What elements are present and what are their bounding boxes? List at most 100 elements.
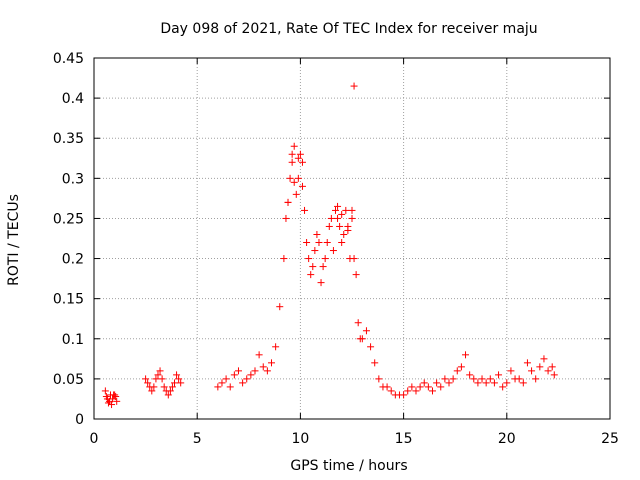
data-point bbox=[315, 239, 323, 247]
data-point bbox=[348, 214, 356, 222]
data-point bbox=[311, 247, 319, 255]
data-point bbox=[150, 383, 158, 391]
x-tick-label: 20 bbox=[498, 431, 516, 447]
data-point bbox=[288, 158, 296, 166]
data-point bbox=[154, 371, 162, 379]
data-point bbox=[354, 319, 362, 327]
data-point bbox=[515, 375, 523, 383]
data-point bbox=[540, 355, 548, 363]
data-point bbox=[280, 255, 288, 263]
data-point bbox=[305, 255, 313, 263]
data-point bbox=[340, 230, 348, 238]
data-point bbox=[338, 210, 346, 218]
data-point bbox=[466, 371, 474, 379]
data-point bbox=[298, 182, 306, 190]
data-point bbox=[507, 367, 515, 375]
data-point bbox=[218, 379, 226, 387]
data-point bbox=[536, 363, 544, 371]
data-point bbox=[334, 214, 342, 222]
data-point bbox=[113, 397, 121, 405]
data-point bbox=[550, 371, 558, 379]
data-point bbox=[348, 206, 356, 214]
data-point bbox=[292, 190, 300, 198]
data-point bbox=[112, 393, 120, 401]
y-tick-label: 0.1 bbox=[62, 332, 84, 348]
x-tick-label: 10 bbox=[291, 431, 309, 447]
data-point bbox=[528, 367, 536, 375]
data-point bbox=[290, 178, 298, 186]
data-point bbox=[404, 387, 412, 395]
data-point bbox=[486, 375, 494, 383]
y-tick-label: 0.3 bbox=[62, 171, 84, 187]
y-tick-label: 0 bbox=[75, 412, 84, 428]
data-point bbox=[336, 222, 344, 230]
data-point bbox=[148, 387, 156, 395]
data-point bbox=[222, 375, 230, 383]
data-point bbox=[298, 158, 306, 166]
data-point bbox=[400, 391, 408, 399]
x-tick-label: 25 bbox=[601, 431, 619, 447]
data-points bbox=[101, 82, 558, 409]
data-point bbox=[301, 206, 309, 214]
data-point bbox=[268, 359, 276, 367]
data-point bbox=[523, 359, 531, 367]
data-point bbox=[290, 142, 298, 150]
data-point bbox=[548, 363, 556, 371]
data-point bbox=[412, 387, 420, 395]
data-point bbox=[296, 150, 304, 158]
data-point bbox=[239, 379, 247, 387]
data-point bbox=[474, 379, 482, 387]
data-point bbox=[243, 375, 251, 383]
data-point bbox=[160, 383, 168, 391]
data-point bbox=[144, 379, 152, 387]
data-point bbox=[433, 379, 441, 387]
x-tick-label: 0 bbox=[90, 431, 99, 447]
data-point bbox=[166, 387, 174, 395]
data-point bbox=[282, 214, 290, 222]
data-point bbox=[170, 379, 178, 387]
data-point bbox=[272, 343, 280, 351]
data-point bbox=[424, 383, 432, 391]
data-point bbox=[544, 367, 552, 375]
chart-title: Day 098 of 2021, Rate Of TEC Index for r… bbox=[160, 21, 537, 37]
data-point bbox=[383, 383, 391, 391]
data-point bbox=[325, 222, 333, 230]
data-point bbox=[408, 383, 416, 391]
data-point bbox=[158, 375, 166, 383]
data-point bbox=[331, 206, 339, 214]
data-point bbox=[294, 154, 302, 162]
data-point bbox=[284, 198, 292, 206]
data-point bbox=[307, 271, 315, 279]
data-point bbox=[352, 271, 360, 279]
data-point bbox=[338, 239, 346, 247]
data-point bbox=[371, 359, 379, 367]
data-point bbox=[168, 383, 176, 391]
data-point bbox=[416, 383, 424, 391]
data-point bbox=[350, 255, 358, 263]
x-axis-label: GPS time / hours bbox=[290, 458, 407, 474]
data-point bbox=[101, 387, 109, 395]
data-point bbox=[387, 387, 395, 395]
data-point bbox=[164, 391, 172, 399]
y-tick-label: 0.35 bbox=[53, 131, 84, 147]
data-point bbox=[288, 150, 296, 158]
y-tick-label: 0.4 bbox=[62, 91, 84, 107]
data-point bbox=[499, 383, 507, 391]
x-tick-label: 5 bbox=[193, 431, 202, 447]
data-point bbox=[111, 391, 119, 399]
data-point bbox=[259, 363, 267, 371]
data-point bbox=[327, 214, 335, 222]
data-point bbox=[367, 343, 375, 351]
data-point bbox=[342, 206, 350, 214]
data-point bbox=[303, 239, 311, 247]
data-point bbox=[470, 375, 478, 383]
data-point bbox=[532, 375, 540, 383]
data-point bbox=[334, 202, 342, 210]
plot-frame bbox=[93, 57, 611, 420]
data-point bbox=[445, 379, 453, 387]
data-point bbox=[319, 263, 327, 271]
data-point bbox=[344, 226, 352, 234]
data-point bbox=[503, 379, 511, 387]
data-point bbox=[276, 303, 284, 311]
